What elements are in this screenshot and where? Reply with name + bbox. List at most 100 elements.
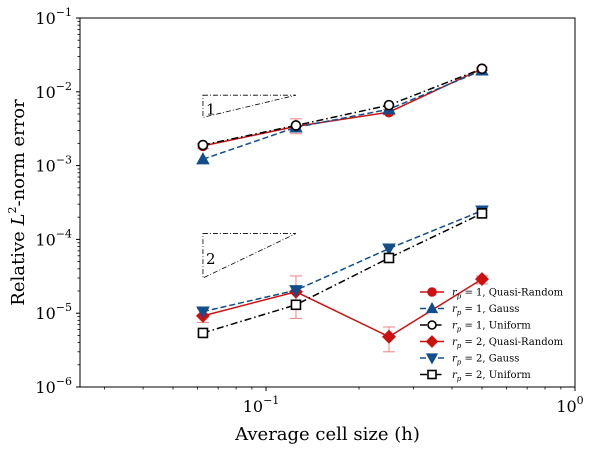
series-line <box>202 212 483 334</box>
legend-label: rp = 2, Uniform <box>452 370 531 383</box>
series-line <box>202 69 483 160</box>
text-span: −6 <box>56 375 72 388</box>
y-tick-label: 10−1 <box>35 6 72 28</box>
marker-triangle-down <box>382 243 396 256</box>
text-span: 0 <box>577 394 584 407</box>
text-span: p <box>457 309 462 317</box>
text-span: 10 <box>35 157 55 176</box>
marker-triangle-up <box>425 302 439 314</box>
marker-circle <box>427 287 437 297</box>
text-span: p <box>457 326 462 334</box>
series-3 <box>195 272 489 353</box>
text-span: r <box>452 337 458 348</box>
series-line <box>202 278 483 338</box>
text-span: −5 <box>56 301 72 314</box>
legend-item: rp = 1, Gauss <box>420 302 519 317</box>
marker-square <box>383 252 395 264</box>
text-span: = 2, Uniform <box>461 370 531 381</box>
slope-triangle <box>202 94 297 118</box>
legend-item: rp = 1, Uniform <box>420 320 531 334</box>
text-span: 10 <box>243 397 263 416</box>
text-span: = 1, Quasi-Random <box>461 288 563 299</box>
text-span: = 2, Gauss <box>461 354 519 365</box>
series-line <box>202 209 483 313</box>
text-span: −3 <box>56 154 72 167</box>
series-4 <box>196 205 489 319</box>
marker-circle <box>383 99 395 111</box>
text-span: 10 <box>35 230 55 249</box>
legend-item: rp = 2, Gauss <box>420 353 519 367</box>
legend-label: rp = 1, Gauss <box>452 304 519 317</box>
marker-triangle-up <box>196 152 210 165</box>
text-span: r <box>452 370 458 381</box>
text-span: p <box>457 375 462 383</box>
text-span: r <box>452 288 458 299</box>
series-5 <box>197 208 488 339</box>
legend-label: rp = 2, Quasi-Random <box>452 337 564 350</box>
text-span: -norm error <box>8 99 29 207</box>
series-1 <box>196 63 489 165</box>
legend-label: rp = 1, Uniform <box>452 321 531 334</box>
axes-frame <box>79 17 576 388</box>
legend-item: rp = 2, Quasi-Random <box>420 335 564 350</box>
text-span: 10 <box>35 83 55 102</box>
text-span: Relative <box>8 225 29 305</box>
series-0 <box>196 63 488 152</box>
marker-square <box>290 299 302 311</box>
series-2 <box>197 63 488 151</box>
text-span: p <box>457 342 462 350</box>
y-tick-label: 10−3 <box>35 154 72 176</box>
legend-item: rp = 1, Quasi-Random <box>420 287 564 301</box>
text-span: p <box>457 293 462 301</box>
text-span: = 1, Gauss <box>461 304 519 315</box>
text-span: 10 <box>556 397 576 416</box>
text-span: r <box>452 321 458 332</box>
y-tick-label: 10−2 <box>35 80 72 102</box>
text-span: −1 <box>263 394 279 407</box>
marker-square <box>197 327 209 339</box>
text-span: 10 <box>35 378 55 397</box>
text-span: L <box>8 214 29 227</box>
x-axis-label: Average cell size (h) <box>234 424 420 445</box>
y-axis-label: Relative L2-norm error <box>6 99 29 306</box>
text-span: = 1, Uniform <box>461 321 531 332</box>
slope-label: 2 <box>206 250 216 268</box>
slope-triangle <box>202 233 297 279</box>
text-span: −4 <box>56 227 72 240</box>
series-line <box>202 68 483 147</box>
legend-item: rp = 2, Uniform <box>420 369 531 383</box>
text-span: −2 <box>56 80 72 93</box>
y-tick-label: 10−6 <box>35 375 72 397</box>
marker-diamond <box>475 272 489 287</box>
marker-triangle-down <box>196 306 210 319</box>
text-span: = 2, Quasi-Random <box>461 337 563 348</box>
legend-label: rp = 1, Quasi-Random <box>452 288 564 301</box>
text-span: r <box>452 304 458 315</box>
marker-circle <box>290 120 302 131</box>
marker-circle <box>476 63 488 75</box>
marker-square <box>476 208 488 219</box>
marker-diamond <box>425 335 439 348</box>
marker-diamond <box>381 329 396 344</box>
marker-triangle-down <box>425 353 439 365</box>
text-span: 2 <box>6 207 19 214</box>
marker-circle <box>427 320 437 330</box>
text-span: p <box>457 359 462 367</box>
y-tick-label: 10−5 <box>35 301 72 323</box>
x-tick-label: 100 <box>556 394 583 416</box>
legend-label: rp = 2, Gauss <box>452 354 519 367</box>
text-span: −1 <box>56 6 72 19</box>
text-span: 10 <box>35 304 55 323</box>
marker-circle <box>197 139 209 151</box>
series-line <box>202 68 483 146</box>
marker-square <box>427 369 437 380</box>
y-tick-label: 10−4 <box>35 227 72 249</box>
slope-label: 1 <box>206 100 216 118</box>
marker-triangle-down <box>289 285 303 298</box>
x-tick-label: 10−1 <box>243 394 280 416</box>
text-span: 10 <box>35 9 55 28</box>
text-span: r <box>452 354 458 365</box>
